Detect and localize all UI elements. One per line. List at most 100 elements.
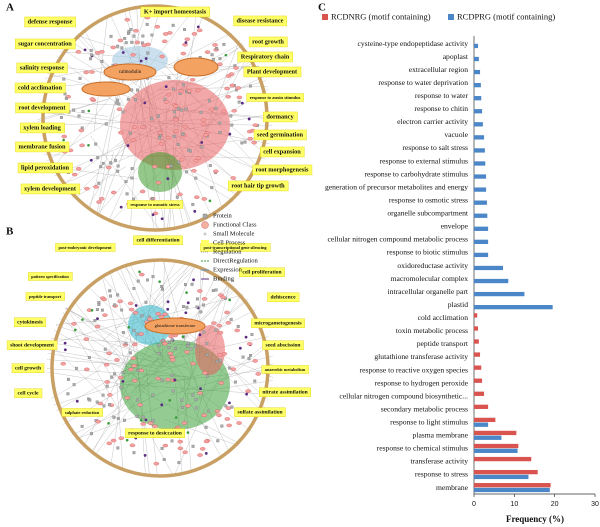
node [157,136,161,140]
node [158,280,161,283]
bar [474,474,529,480]
process-label: cold acclimation [18,84,62,91]
node [124,18,131,22]
bar [474,69,481,75]
panel-letter: C [318,2,326,14]
node [177,439,184,444]
bar [474,252,489,258]
bar [474,422,489,427]
node [155,376,161,381]
process-box [25,292,65,301]
node [190,361,196,366]
node [126,97,130,101]
bar [474,278,509,284]
process-label: xylem loading [23,124,61,131]
node [181,335,185,338]
legend-label: Binding [213,275,235,282]
node [128,307,135,312]
process-label: post-embryonic development [58,245,112,250]
node [121,110,125,114]
process-box [6,340,58,350]
node [236,95,243,100]
node [208,107,215,112]
node [165,92,172,97]
node [87,143,90,147]
node [161,39,168,44]
node [184,107,188,111]
node [160,285,164,288]
node [121,371,125,375]
node [101,161,105,165]
node [161,339,165,343]
node [116,417,120,421]
node [194,398,198,401]
node [168,334,174,339]
node [109,161,113,165]
x-axis-title: Frequency (%) [506,514,564,524]
node [218,358,222,362]
node [131,125,138,129]
node [138,270,141,274]
process-label: Respiratory chain [241,53,290,60]
edge [65,307,131,362]
bar [474,469,538,475]
category-label: envelope [441,222,469,231]
node [179,157,185,162]
node [181,421,188,425]
node [233,380,237,384]
node [245,389,251,393]
edge [51,369,101,399]
bar [474,365,482,370]
node [166,307,170,311]
node [182,83,185,87]
node [199,110,203,114]
process-label: sugar concentration [18,40,72,47]
process-label: pattern specification [31,274,69,279]
node [99,165,103,169]
edge [179,274,217,350]
functional-class [144,317,206,335]
process-box [13,317,47,327]
inner-label: glutathione transferase [155,323,196,328]
node [136,398,140,402]
node [157,131,164,135]
legend-label: Cell Process [213,239,246,246]
node [166,300,170,304]
node [117,38,124,43]
node [228,298,231,302]
node [177,461,181,465]
node [63,341,67,345]
node [139,419,143,422]
node [208,164,212,168]
node [169,164,173,168]
node [184,311,188,315]
node [237,100,241,104]
node [130,356,137,360]
node [170,439,174,443]
node [195,305,199,309]
node [147,317,153,321]
node [201,413,207,417]
node [192,278,195,282]
node [154,25,161,29]
node [205,374,209,378]
process-box [61,408,103,417]
category-label: response to light stimulus [390,417,468,426]
node [116,107,123,111]
node [162,341,168,346]
node [191,169,197,173]
bar [474,391,485,396]
node [104,122,108,126]
node [200,118,207,122]
node [216,439,220,443]
category-label: cysteine-type endopeptidase activity [358,39,469,48]
node [236,421,242,425]
bar [474,291,525,297]
node [195,88,201,93]
node [120,308,124,312]
node [194,406,198,410]
legend-label: Regulation [213,248,242,255]
process-label: response to desiccation [128,430,182,436]
bar [474,448,518,453]
process-box [24,16,76,28]
